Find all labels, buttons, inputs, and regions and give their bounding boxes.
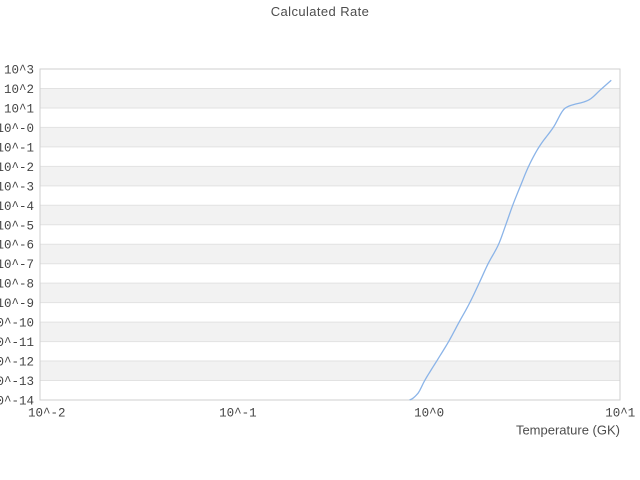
svg-text:10^-9: 10^-9: [0, 297, 34, 311]
svg-text:10^0: 10^0: [414, 406, 444, 420]
svg-text:10^-6: 10^-6: [0, 239, 34, 253]
svg-text:Temperature (GK): Temperature (GK): [516, 423, 620, 438]
svg-text:10^-12: 10^-12: [0, 356, 34, 370]
svg-text:10^-3: 10^-3: [0, 180, 34, 194]
svg-text:10^-13: 10^-13: [0, 375, 34, 389]
svg-text:10^1: 10^1: [4, 102, 34, 116]
svg-text:10^-4: 10^-4: [0, 200, 34, 214]
svg-text:10^-1: 10^-1: [219, 406, 257, 420]
svg-text:10^-5: 10^-5: [0, 219, 34, 233]
svg-text:10^-7: 10^-7: [0, 258, 34, 272]
svg-text:10^-2: 10^-2: [0, 161, 34, 175]
svg-text:10^-8: 10^-8: [0, 278, 34, 292]
svg-text:10^-10: 10^-10: [0, 317, 34, 331]
svg-text:10^1: 10^1: [605, 406, 635, 420]
svg-text:10^-1: 10^-1: [0, 141, 34, 155]
svg-text:10^-11: 10^-11: [0, 336, 34, 350]
svg-text:10^3: 10^3: [4, 64, 34, 78]
svg-text:10^-0: 10^-0: [0, 122, 34, 136]
svg-text:10^2: 10^2: [4, 83, 34, 97]
svg-text:10^-2: 10^-2: [28, 406, 66, 420]
